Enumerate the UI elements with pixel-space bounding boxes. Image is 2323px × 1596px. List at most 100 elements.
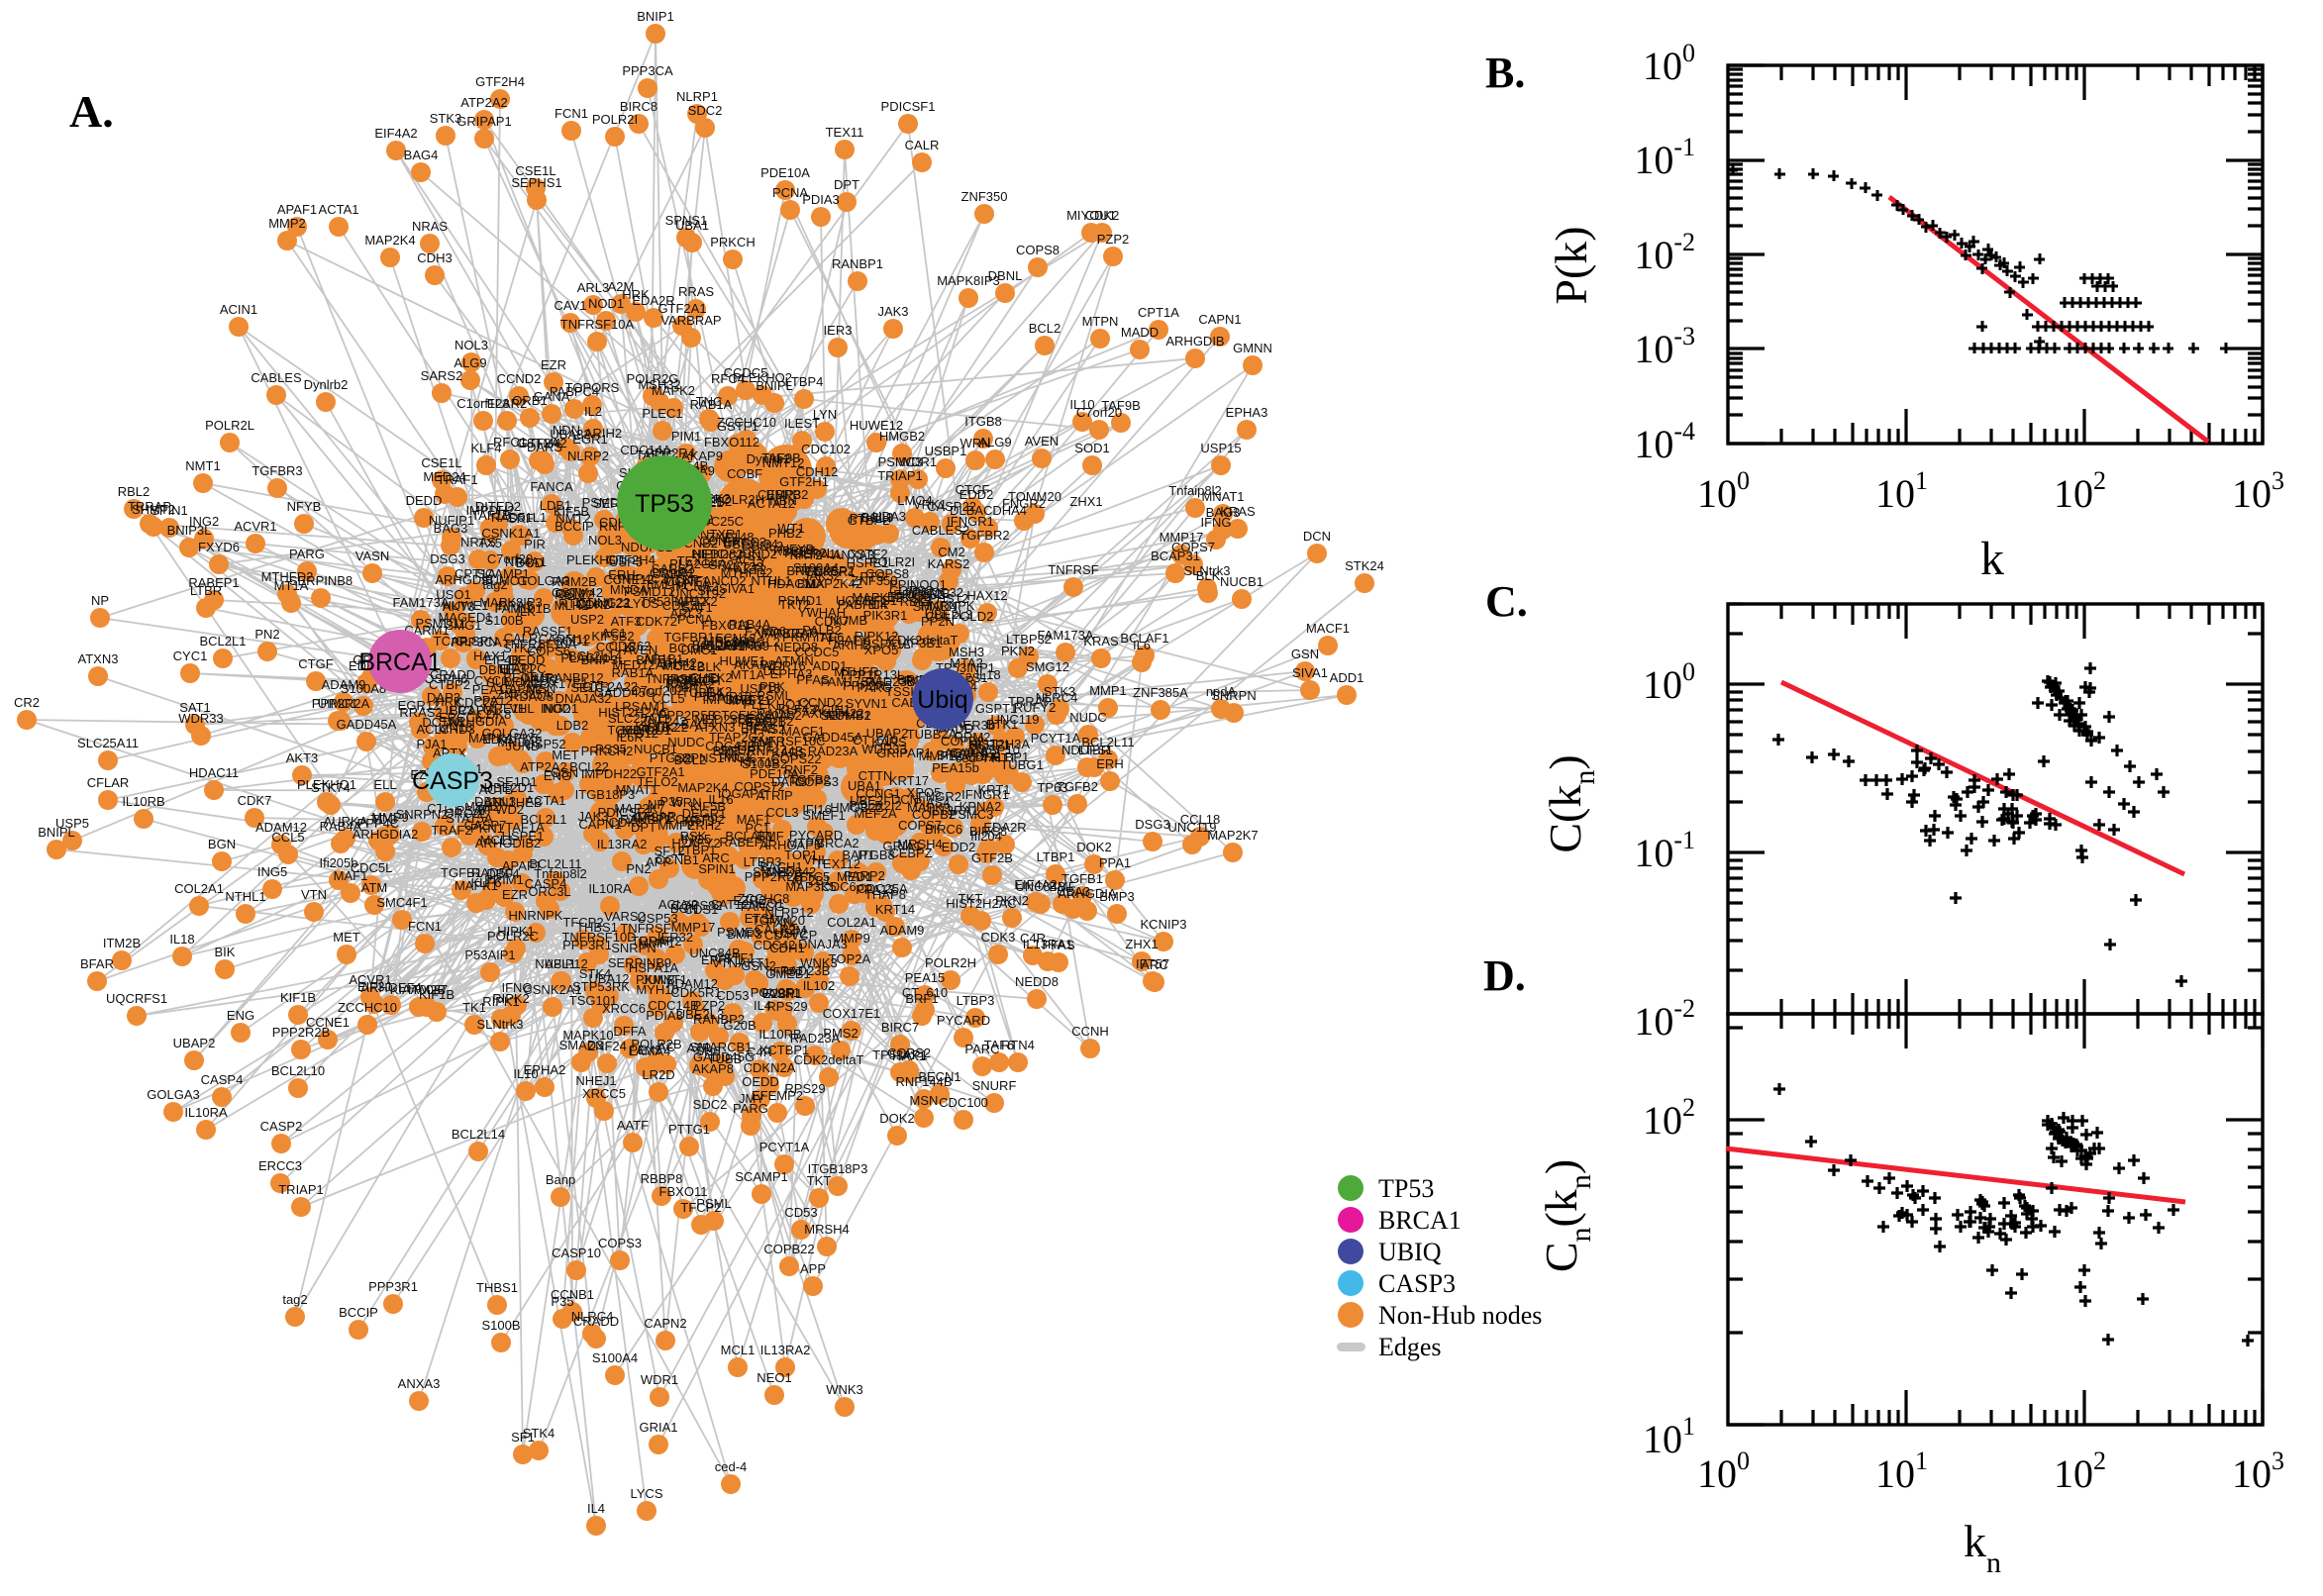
- svg-text:SIVA1: SIVA1: [719, 581, 755, 596]
- svg-text:AVEN: AVEN: [1025, 434, 1059, 449]
- svg-text:PSMD1: PSMD1: [778, 593, 823, 608]
- svg-text:CAPN2: CAPN2: [644, 1316, 686, 1331]
- svg-text:KCNIP3: KCNIP3: [1141, 917, 1187, 932]
- svg-text:BRF1: BRF1: [905, 991, 938, 1006]
- svg-text:TGFB2: TGFB2: [1057, 779, 1098, 794]
- svg-text:FCN1: FCN1: [555, 106, 588, 121]
- svg-text:LTBP3: LTBP3: [744, 854, 782, 869]
- svg-text:SPIN1: SPIN1: [151, 503, 188, 518]
- svg-text:NUDC: NUDC: [1069, 710, 1107, 725]
- svg-text:PSML: PSML: [757, 688, 791, 703]
- svg-text:LDB2: LDB2: [556, 718, 589, 733]
- svg-text:C7orf20: C7orf20: [487, 551, 533, 566]
- svg-text:HIST2H2AC: HIST2H2AC: [598, 705, 669, 720]
- svg-text:TFCP2: TFCP2: [562, 915, 603, 930]
- svg-text:ARIH2: ARIH2: [584, 426, 622, 441]
- svg-text:GTF2A1: GTF2A1: [657, 301, 706, 316]
- svg-text:C1orf123: C1orf123: [456, 396, 509, 411]
- svg-text:HUWE12: HUWE12: [850, 418, 903, 433]
- svg-text:UBA1: UBA1: [675, 218, 709, 233]
- svg-text:VTN: VTN: [712, 955, 738, 970]
- svg-text:D.: D.: [1483, 951, 1526, 1000]
- svg-text:GADD45A: GADD45A: [803, 730, 863, 745]
- svg-text:IL10RA: IL10RA: [184, 1105, 228, 1120]
- svg-text:MSH32: MSH32: [638, 377, 680, 392]
- svg-text:CDH3: CDH3: [417, 250, 452, 265]
- svg-text:BCL2L14: BCL2L14: [452, 1127, 505, 1142]
- svg-text:MTPN: MTPN: [1082, 314, 1119, 329]
- svg-text:TRIAP1: TRIAP1: [877, 468, 923, 483]
- svg-text:NOD1: NOD1: [543, 701, 578, 716]
- svg-text:TNC: TNC: [696, 394, 723, 409]
- svg-text:TRRAP: TRRAP: [128, 499, 171, 514]
- svg-text:RPS29: RPS29: [784, 1081, 825, 1096]
- svg-text:SLC25A11: SLC25A11: [77, 736, 139, 750]
- svg-text:LTBR: LTBR: [190, 583, 222, 598]
- svg-text:SLNtrk3: SLNtrk3: [1184, 563, 1231, 578]
- svg-text:CAPN1: CAPN1: [1198, 312, 1241, 327]
- svg-text:PCYT1A: PCYT1A: [1031, 731, 1081, 746]
- svg-text:CCNE1: CCNE1: [665, 574, 709, 589]
- svg-text:ITGB8: ITGB8: [964, 414, 1002, 429]
- svg-text:HUWE1: HUWE1: [720, 653, 766, 668]
- svg-text:COPS8: COPS8: [1016, 243, 1060, 257]
- svg-text:BCLAF1: BCLAF1: [1120, 631, 1168, 646]
- svg-text:IL10RB: IL10RB: [758, 1027, 801, 1042]
- svg-text:IL4: IL4: [587, 1501, 605, 1516]
- svg-text:DPT: DPT: [834, 177, 859, 192]
- svg-text:BAG4: BAG4: [681, 717, 716, 732]
- svg-text:TAF6: TAF6: [984, 1038, 1015, 1052]
- svg-text:PPP2R2B: PPP2R2B: [272, 1025, 331, 1040]
- svg-text:STK4: STK4: [579, 966, 612, 981]
- svg-text:ATM: ATM: [361, 880, 387, 895]
- svg-text:A.: A.: [69, 86, 114, 137]
- svg-text:ADD1: ADD1: [813, 658, 848, 673]
- svg-text:EGR12: EGR12: [398, 698, 441, 713]
- svg-text:CASP4: CASP4: [525, 876, 567, 891]
- svg-text:MMP17: MMP17: [1160, 530, 1204, 545]
- svg-text:MADD: MADD: [1121, 325, 1159, 340]
- svg-text:AVEN: AVEN: [624, 643, 657, 657]
- svg-text:MMP9: MMP9: [371, 810, 409, 825]
- svg-text:ACTA1: ACTA1: [526, 793, 566, 808]
- svg-text:UBA3: UBA3: [1057, 884, 1090, 899]
- svg-text:JAK3: JAK3: [577, 809, 608, 824]
- svg-text:MMP1: MMP1: [638, 936, 675, 950]
- svg-text:POLR2H: POLR2H: [713, 492, 764, 507]
- svg-text:BIRC7: BIRC7: [881, 1020, 919, 1035]
- svg-text:Edges: Edges: [1378, 1333, 1442, 1361]
- svg-text:MMP2: MMP2: [268, 216, 306, 231]
- svg-text:BMP3: BMP3: [727, 927, 761, 942]
- svg-text:RIPK1: RIPK1: [482, 994, 520, 1009]
- svg-text:NOL3: NOL3: [454, 338, 488, 352]
- svg-text:ACVR1: ACVR1: [234, 519, 276, 534]
- svg-text:GTF2A1: GTF2A1: [636, 764, 684, 779]
- svg-text:GANA: GANA: [534, 389, 570, 404]
- svg-text:NTHL1: NTHL1: [225, 889, 265, 904]
- svg-text:WDR33: WDR33: [861, 742, 907, 756]
- svg-text:RBL2: RBL2: [118, 484, 151, 499]
- svg-text:Ubiq: Ubiq: [917, 686, 967, 714]
- svg-text:PMS2: PMS2: [823, 1026, 858, 1041]
- svg-text:CCNE1: CCNE1: [306, 1015, 350, 1030]
- svg-text:PARC: PARC: [964, 1042, 999, 1056]
- svg-text:VASN: VASN: [760, 986, 794, 1001]
- svg-text:WDR1: WDR1: [899, 454, 937, 469]
- svg-text:TFCP2: TFCP2: [680, 1200, 721, 1215]
- svg-text:IL18: IL18: [169, 932, 194, 947]
- svg-text:PZP2: PZP2: [1097, 232, 1130, 247]
- svg-text:Tnfaip8l2: Tnfaip8l2: [1168, 483, 1221, 498]
- svg-text:BIK: BIK: [215, 945, 236, 959]
- svg-text:IFNGR1: IFNGR1: [961, 787, 1009, 802]
- svg-text:DOK2: DOK2: [879, 1111, 914, 1126]
- svg-text:BAG3: BAG3: [1206, 505, 1241, 520]
- svg-text:C7orf20: C7orf20: [1076, 405, 1122, 420]
- svg-text:TNFRSF10D: TNFRSF10D: [645, 671, 719, 686]
- svg-text:BIRC8: BIRC8: [620, 99, 657, 114]
- svg-text:MACF1: MACF1: [1306, 621, 1350, 636]
- svg-text:ELL: ELL: [373, 777, 396, 792]
- svg-text:ARC: ARC: [1141, 957, 1167, 972]
- svg-text:FXYD6: FXYD6: [198, 540, 240, 554]
- svg-text:ACIN1: ACIN1: [220, 302, 257, 317]
- svg-text:WDR33: WDR33: [178, 711, 224, 726]
